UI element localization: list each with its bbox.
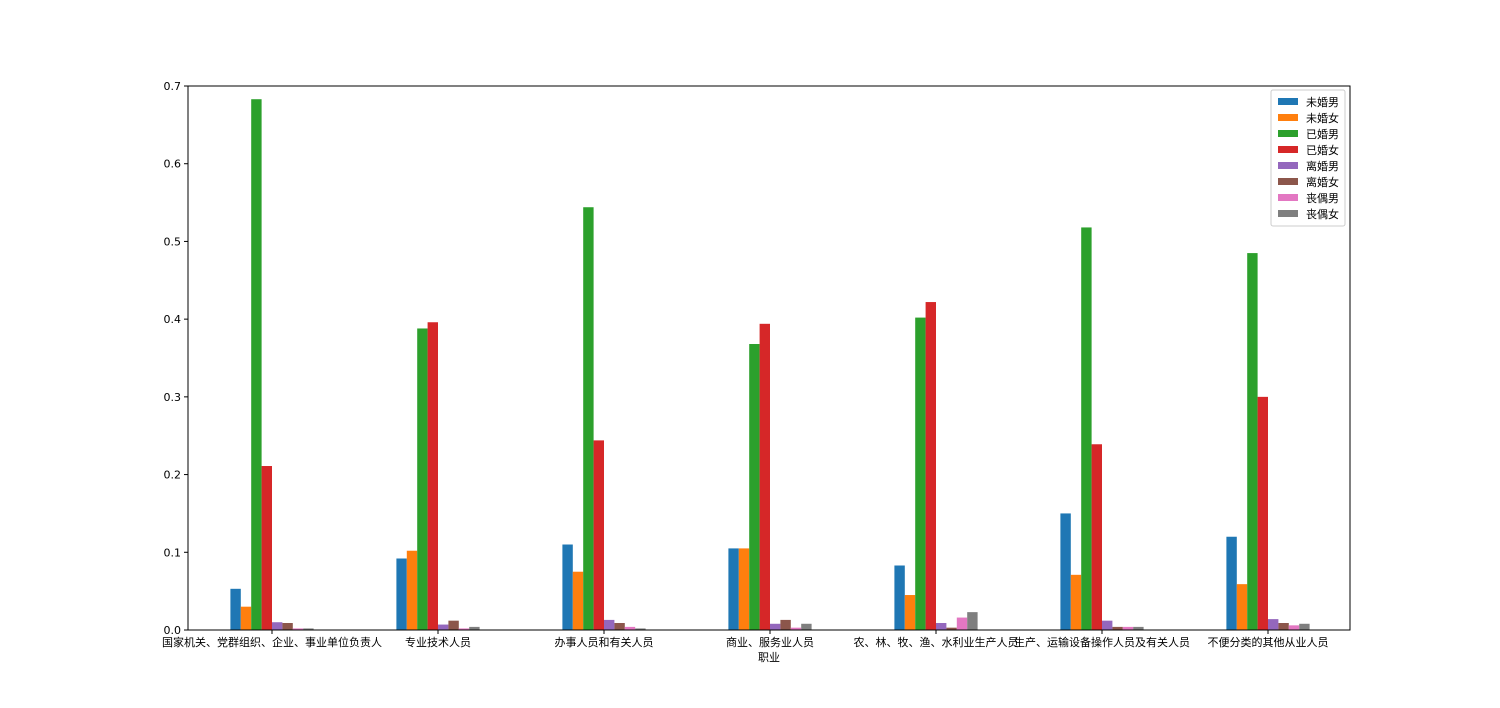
bar-series3-cat0 <box>261 466 272 630</box>
bar-series5-cat5 <box>1112 626 1123 630</box>
bar-series7-cat1 <box>469 626 480 630</box>
legend-swatch <box>1278 162 1298 169</box>
bar-series0-cat0 <box>230 588 241 630</box>
bar-series2-cat3 <box>749 344 760 630</box>
bar-series1-cat6 <box>1236 584 1248 630</box>
legend-swatch <box>1278 130 1298 137</box>
bar-series4-cat6 <box>1268 619 1279 630</box>
bar-series3-cat1 <box>427 322 438 630</box>
bar-series7-cat0 <box>303 628 314 630</box>
bar-series0-cat2 <box>562 544 573 630</box>
x-tick-label: 专业技术人员 <box>405 635 471 649</box>
x-axis: 国家机关、党群组织、企业、事业单位负责人 专业技术人员 办事人员和有关人员 商业、服务… <box>162 630 1329 649</box>
x-axis-label: 职业 <box>758 651 780 664</box>
bar-series2-cat4 <box>915 317 926 630</box>
y-tick-label: 0.1 <box>164 546 182 559</box>
legend-swatch <box>1278 114 1298 121</box>
bar-series6-cat6 <box>1288 625 1300 630</box>
bar-series6-cat5 <box>1122 626 1134 630</box>
x-tick-label: 不便分类的其他从业人员 <box>1208 635 1329 649</box>
legend-box <box>1270 89 1346 227</box>
y-tick-label: 0.3 <box>164 391 182 404</box>
bar-series6-cat3 <box>790 627 802 630</box>
legend-label: 丧偶男 <box>1306 192 1339 205</box>
y-tick-label: 0.2 <box>164 469 182 482</box>
bar-series5-cat4 <box>946 627 957 630</box>
bar-series2-cat1 <box>417 328 428 630</box>
bar-series2-cat0 <box>251 99 262 630</box>
legend-swatch <box>1278 210 1298 217</box>
bar-series3-cat6 <box>1257 396 1268 630</box>
y-tick-label: 0.4 <box>164 313 182 326</box>
legend-label: 未婚男 <box>1306 95 1339 109</box>
bar-series7-cat3 <box>801 623 812 630</box>
bar-series4-cat2 <box>604 619 615 630</box>
bar-series7-cat2 <box>635 628 646 630</box>
bar-series4-cat1 <box>438 624 449 630</box>
bar-series4-cat5 <box>1102 620 1113 630</box>
bar-series3-cat4 <box>925 302 936 630</box>
bar-series6-cat4 <box>956 617 968 630</box>
bar-series4-cat3 <box>770 623 781 630</box>
bar-series0-cat6 <box>1226 536 1237 630</box>
plot-frame <box>187 85 1351 631</box>
legend-label: 已婚女 <box>1306 143 1339 157</box>
bar-series5-cat1 <box>448 620 459 630</box>
bar-series2-cat6 <box>1247 253 1258 630</box>
legend-swatch <box>1278 178 1298 185</box>
bar-series2-cat5 <box>1081 227 1092 630</box>
y-tick-label: 0.6 <box>164 158 182 171</box>
bars-group <box>230 99 1310 631</box>
legend-swatch <box>1278 98 1298 105</box>
x-tick-label: 农、林、牧、渔、水利业生产人员 <box>854 635 1019 649</box>
bar-series1-cat5 <box>1070 574 1082 630</box>
bar-series0-cat1 <box>396 558 407 630</box>
bar-series3-cat2 <box>593 440 604 630</box>
bar-series3-cat3 <box>759 323 770 630</box>
bar-series6-cat0 <box>292 628 304 630</box>
legend-label: 离婚女 <box>1306 175 1339 189</box>
y-tick-label: 0.5 <box>164 235 182 248</box>
legend-swatch <box>1278 194 1298 201</box>
bar-series1-cat3 <box>738 548 750 630</box>
bar-series5-cat2 <box>614 623 625 630</box>
legend-label: 已婚男 <box>1306 127 1339 141</box>
y-tick-label: 0.7 <box>164 80 182 93</box>
y-tick-label: 0.0 <box>164 624 182 637</box>
bar-series1-cat0 <box>240 606 252 630</box>
bar-series7-cat4 <box>967 612 978 630</box>
bar-series5-cat3 <box>780 619 791 630</box>
bar-series7-cat5 <box>1133 626 1144 630</box>
x-tick-label: 生产、运输设备操作人员及有关人员 <box>1014 635 1190 649</box>
legend-label: 丧偶女 <box>1306 207 1339 221</box>
bar-series6-cat1 <box>458 628 470 630</box>
bar-series1-cat1 <box>406 550 418 630</box>
legend-label: 离婚男 <box>1306 159 1339 173</box>
bar-series0-cat5 <box>1060 513 1071 630</box>
x-tick-label: 国家机关、党群组织、企业、事业单位负责人 <box>162 635 382 649</box>
bar-series5-cat0 <box>282 623 293 630</box>
bar-series0-cat4 <box>894 565 905 630</box>
bar-series0-cat3 <box>728 548 739 630</box>
x-tick-label: 办事人员和有关人员 <box>555 635 654 649</box>
bar-series6-cat2 <box>624 626 636 630</box>
bar-series5-cat6 <box>1278 623 1289 630</box>
bar-series4-cat4 <box>936 623 947 630</box>
legend-label: 未婚女 <box>1306 111 1339 125</box>
bar-series1-cat4 <box>904 595 916 630</box>
bar-series2-cat2 <box>583 207 594 631</box>
bar-series7-cat6 <box>1299 623 1310 630</box>
bar-series4-cat0 <box>272 622 283 630</box>
bar-series3-cat5 <box>1091 444 1102 630</box>
y-axis: 0.0 0.1 0.2 0.3 0.4 0.5 0.6 0.7 <box>164 80 188 637</box>
x-tick-label: 商业、服务业人员 <box>726 635 814 649</box>
legend-swatch <box>1278 146 1298 153</box>
bar-series1-cat2 <box>572 571 584 630</box>
